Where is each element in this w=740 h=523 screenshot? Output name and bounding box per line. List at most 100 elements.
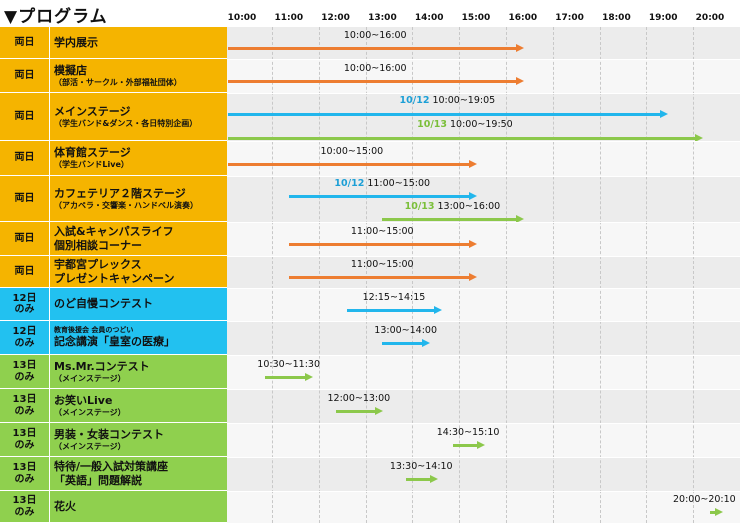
schedule-time: 10:00~16:00 xyxy=(343,63,407,74)
event-name: お笑いLive xyxy=(54,393,113,407)
event-name: 学内展示 xyxy=(54,35,98,49)
schedule-arrow xyxy=(382,339,430,347)
event-subtitle: （メインステージ） xyxy=(54,407,126,417)
row-divider xyxy=(227,222,740,223)
schedule-time: 13:00~14:00 xyxy=(374,325,438,336)
event-name-cell: 花火 xyxy=(50,491,227,523)
page-title: ▼プログラム xyxy=(4,7,108,27)
schedule-time: 12:15~14:15 xyxy=(362,291,426,303)
event-name-cell: お笑いLive （メインステージ） xyxy=(50,389,227,423)
schedule-day-label: 10/13 xyxy=(417,119,448,130)
hour-gridline xyxy=(646,27,648,523)
schedule-time: 10:00~19:50 xyxy=(450,119,513,130)
row-divider xyxy=(227,389,740,390)
schedule-time-label: 10:00~16:00 xyxy=(344,30,407,41)
hour-tick-label: 10:00 xyxy=(227,13,257,23)
schedule-arrow xyxy=(288,240,478,248)
schedule-arrow xyxy=(288,273,478,281)
timeline-row-bg xyxy=(227,27,740,59)
event-name-cell: 体育館ステージ （学生バンドLive） xyxy=(50,141,227,176)
event-name: 花火 xyxy=(54,499,76,513)
event-name-cell: 特待/一般入試対策講座 「英語」問題解説 xyxy=(50,457,227,491)
schedule-time-label: 12:00~13:00 xyxy=(328,393,391,404)
event-subtitle: （メインステージ） xyxy=(54,441,126,451)
timeline-row-bg xyxy=(227,389,740,423)
schedule-time: 13:30~14:10 xyxy=(389,461,453,472)
hour-tick-label: 18:00 xyxy=(602,13,631,23)
event-name-cell: メインステージ （学生バンド&ダンス・各日特別企画） xyxy=(50,93,227,141)
day-cell: 両日 xyxy=(0,176,49,222)
timeline-row-bg xyxy=(227,59,740,93)
schedule-time: 11:00~15:00 xyxy=(367,178,431,189)
schedule-time-label: 20:00~20:10 xyxy=(673,494,736,505)
timeline-row-bg xyxy=(227,423,740,457)
hour-tick-label: 16:00 xyxy=(508,13,538,23)
schedule-day-label: 10/12 xyxy=(399,95,430,106)
day-cell: 両日 xyxy=(0,59,49,93)
timeline-row-bg xyxy=(227,93,740,141)
schedule-time-label: 13:00~14:00 xyxy=(374,325,437,336)
event-name: メインステージ xyxy=(54,104,131,118)
day-cell: 両日 xyxy=(0,222,49,256)
hour-tick-label: 15:00 xyxy=(461,13,491,23)
event-name-cell: 男装・女装コンテスト （メインステージ） xyxy=(50,423,227,457)
event-subtitle: （学生バンド&ダンス・各日特別企画） xyxy=(54,118,198,128)
schedule-time: 11:00~15:00 xyxy=(350,259,414,270)
row-divider xyxy=(227,423,740,424)
day-cell: 13日 のみ xyxy=(0,457,49,491)
hour-gridline xyxy=(552,27,554,523)
hour-tick-label: 12:00 xyxy=(321,13,350,23)
event-name: 記念講演「皇室の医療」 xyxy=(54,334,175,348)
row-divider xyxy=(227,491,740,492)
hour-gridline xyxy=(412,27,414,523)
timeline-row-bg xyxy=(227,141,740,176)
schedule-time: 10:00~15:00 xyxy=(320,145,384,157)
schedule-time-label: 12:15~14:15 xyxy=(363,292,426,303)
event-subtitle: （メインステージ） xyxy=(54,373,126,383)
hour-tick-label: 14:00 xyxy=(414,13,444,23)
event-subtitle: （アカペラ・交響楽・ハンドベル演奏） xyxy=(54,200,198,210)
timeline-row-bg xyxy=(227,256,740,288)
day-cell: 12日 のみ xyxy=(0,288,49,321)
schedule-time: 10:00~19:05 xyxy=(432,95,496,106)
event-name-cell: カフェテリア２階ステージ （アカペラ・交響楽・ハンドベル演奏） xyxy=(50,176,227,222)
event-name-cell: 模擬店 （部活・サークル・外部福祉団体） xyxy=(50,59,227,93)
day-cell: 両日 xyxy=(0,141,49,176)
schedule-day-label: 10/13 xyxy=(404,201,435,212)
hour-tick-label: 11:00 xyxy=(274,13,304,23)
timeline-row-bg xyxy=(227,222,740,256)
row-divider xyxy=(227,93,740,94)
schedule-arrow xyxy=(265,373,313,381)
event-name-cell: 宇都宮プレックス プレゼントキャンペーン xyxy=(50,256,227,288)
schedule-arrow xyxy=(228,134,704,142)
row-divider xyxy=(227,457,740,458)
hour-gridline xyxy=(272,27,273,523)
schedule-arrow xyxy=(228,159,477,168)
event-name-cell: 入試&キャンパスライフ 個別相談コーナー xyxy=(50,222,227,256)
schedule-time-label: 10/12 10:00~19:05 xyxy=(400,95,496,106)
event-subtitle: （学生バンドLive） xyxy=(54,160,129,170)
row-divider xyxy=(227,321,740,322)
event-prefix: 教育後援会 会員のつどい xyxy=(54,326,134,335)
schedule-arrow xyxy=(382,215,525,223)
hour-gridline xyxy=(506,27,507,523)
schedule-time: 12:00~13:00 xyxy=(327,393,391,404)
schedule-arrow xyxy=(228,44,524,52)
hour-tick-label: 13:00 xyxy=(368,13,397,23)
schedule-time-label: 10/12 11:00~15:00 xyxy=(334,178,430,189)
schedule-arrow xyxy=(710,508,723,516)
schedule-time: 20:00~20:10 xyxy=(673,494,736,505)
hour-tick-label: 17:00 xyxy=(555,13,584,23)
day-cell: 両日 xyxy=(0,93,49,141)
event-name: カフェテリア２階ステージ xyxy=(54,186,186,200)
day-cell: 13日 のみ xyxy=(0,389,49,423)
schedule-time-label: 10:00~16:00 xyxy=(344,63,407,74)
day-cell: 12日 のみ xyxy=(0,321,49,355)
hour-tick-label: 20:00 xyxy=(695,13,725,23)
event-name: 入試&キャンパスライフ 個別相談コーナー xyxy=(54,224,174,252)
day-cell: 13日 のみ xyxy=(0,491,49,523)
event-name: Ms.Mr.コンテスト xyxy=(54,359,150,373)
event-name-cell: 教育後援会 会員のつどい 記念講演「皇室の医療」 xyxy=(50,321,227,355)
schedule-arrow xyxy=(228,77,524,85)
hour-gridline xyxy=(693,27,695,523)
